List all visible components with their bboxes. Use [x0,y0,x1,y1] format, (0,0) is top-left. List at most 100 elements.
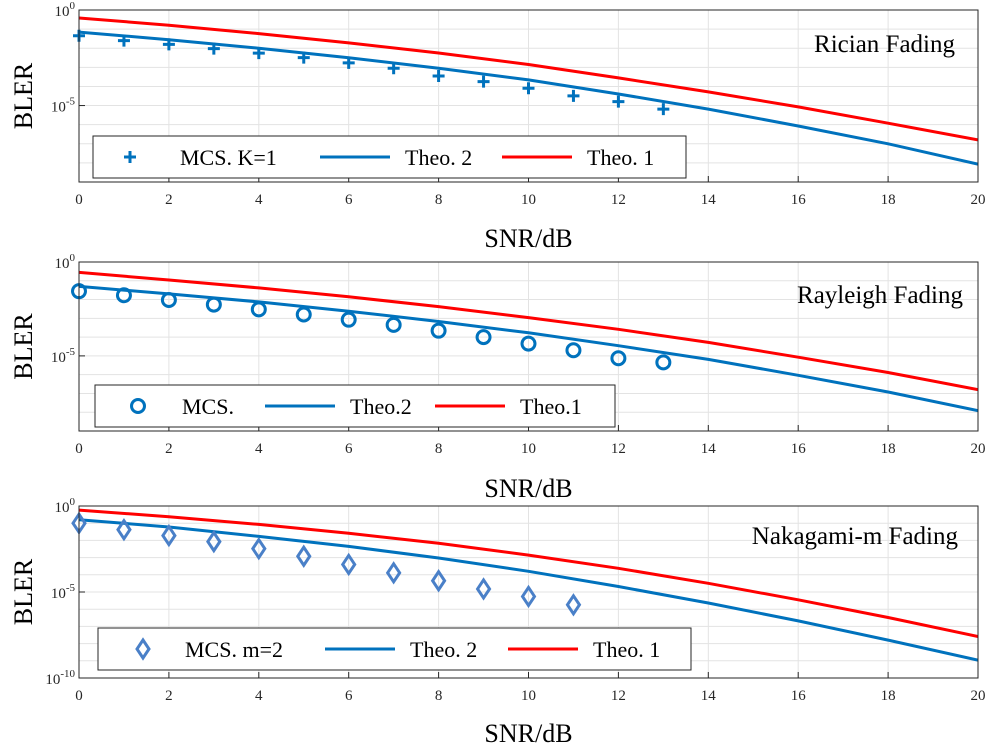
y-axis-label: BLER [9,62,38,129]
data-point [432,70,445,83]
x-tick-label: 16 [791,441,807,457]
data-point [117,34,130,47]
panel-1: 0 2 4 6 8 10 12 14 16 18 20 100 10-5 SNR/dB BLER Rician… [9,0,986,253]
data-point [206,529,222,554]
y-axis-label: BLER [9,558,38,625]
data-point [295,544,312,568]
x-tick-label: 2 [165,688,173,704]
data-point [205,296,222,313]
legend-entry-label: Theo. 2 [405,145,472,170]
x-tick-label: 20 [971,688,986,704]
x-tick-label: 18 [881,441,896,457]
series-group [79,16,978,166]
data-point [160,291,177,308]
x-tick-label: 4 [255,688,263,704]
series-line-3 [79,508,978,638]
legend-entry-label: Theo. 2 [410,637,477,662]
legend-marker [135,637,151,661]
x-tick-label: 20 [971,441,986,457]
x-tick-label: 10 [521,688,536,704]
series-line-2 [79,30,978,166]
legend-entry-label: MCS. m=2 [185,637,283,662]
x-tick-label: 12 [611,441,626,457]
x-tick-label: 10 [521,441,536,457]
data-point [342,56,355,69]
legend-entry-label: Theo.1 [520,394,582,419]
data-point [565,593,582,617]
y-tick-label: 10-10 [45,668,75,688]
panel-title: Rayleigh Fading [797,282,963,309]
y-tick-label: 10-5 [51,346,76,366]
y-tick-label: 100 [55,252,76,272]
data-point [610,350,627,367]
data-point [340,311,357,328]
data-point [162,38,175,51]
series-line-3 [79,270,978,392]
x-tick-label: 0 [75,688,83,704]
x-tick-label: 16 [791,192,807,208]
legend-entry-label: Theo.2 [350,394,412,419]
data-point [250,536,267,561]
panel-3: 0 2 4 6 8 10 12 14 16 18 20 100 10-5 10-10 SNR/dB BLER N… [9,496,986,746]
data-point [385,316,402,333]
series-line-2 [79,518,978,662]
panel-title: Nakagami-m Fading [752,523,959,550]
x-tick-label: 16 [791,688,807,704]
legend: MCS. K=1 Theo. 2 Theo. 1 [92,135,687,179]
legend-entry-label: MCS. [182,394,234,419]
x-tick-label: 14 [701,688,717,704]
x-tick-label: 8 [435,688,443,704]
data-point [115,287,132,304]
x-tick-label: 6 [345,441,353,457]
legend-entry-label: MCS. K=1 [180,145,277,170]
panel-2: 0 2 4 6 8 10 12 14 16 18 20 100 10-5 SNR/dB BLER Raylei… [9,252,986,503]
x-axis-label: SNR/dB [484,719,572,746]
x-tick-label: 6 [345,688,353,704]
y-tick-label: 10-5 [51,96,76,116]
data-point [475,577,492,601]
x-tick-label: 12 [611,688,626,704]
x-tick-label: 18 [881,688,896,704]
x-tick-label: 6 [345,192,353,208]
data-point [655,354,672,371]
y-tick-label: 100 [55,496,76,516]
panel-title: Rician Fading [814,31,955,58]
data-point [567,89,580,102]
x-tick-label: 4 [255,192,263,208]
x-tick-label: 10 [521,192,536,208]
x-axis-label: SNR/dB [484,224,572,253]
y-tick-label: 100 [55,0,76,20]
x-axis-label: SNR/dB [484,474,572,503]
data-point [207,42,220,55]
x-tick-label: 0 [75,192,83,208]
data-point [252,47,265,60]
legend-entry-label: Theo. 1 [587,145,654,170]
data-point [522,82,535,95]
x-tick-label: 2 [165,192,173,208]
legend: MCS. Theo.2 Theo.1 [94,384,616,428]
legend-box [94,384,616,428]
data-point [297,51,310,64]
series-line-3 [79,16,978,142]
series-group [79,508,978,662]
data-point [477,75,490,88]
x-tick-label: 8 [435,441,443,457]
x-tick-label: 14 [701,441,717,457]
data-point [657,103,670,116]
y-tick-label: 10-5 [51,582,76,602]
data-point [161,523,177,548]
data-point [340,552,357,577]
legend: MCS. m=2 Theo. 2 Theo. 1 [97,627,692,671]
data-point [116,517,132,542]
x-tick-label: 12 [611,192,626,208]
x-tick-label: 2 [165,441,173,457]
y-axis-label: BLER [9,313,38,380]
x-tick-label: 18 [881,192,896,208]
data-point [250,301,267,318]
series-line-2 [79,284,978,413]
data-point [520,584,537,609]
data-point [430,322,447,339]
x-tick-label: 8 [435,192,443,208]
data-point [520,335,537,352]
